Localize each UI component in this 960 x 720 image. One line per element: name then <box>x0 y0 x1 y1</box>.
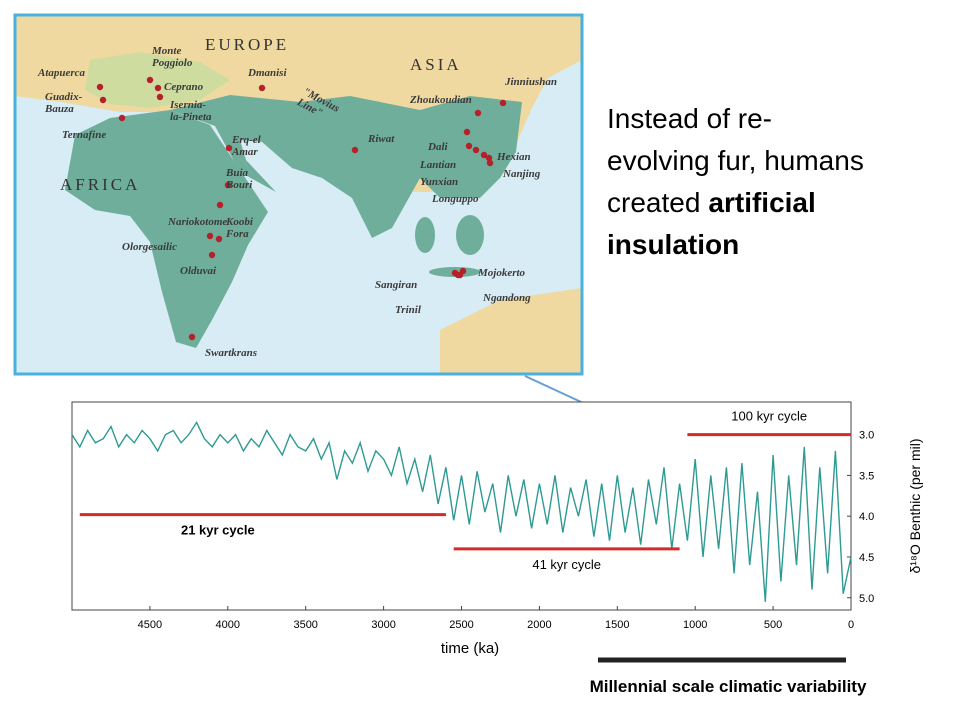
site-dot <box>118 114 126 122</box>
site-dot <box>351 146 359 154</box>
site-label: Koobi <box>225 216 254 228</box>
site-label: Bouri <box>225 179 253 191</box>
y-tick-label: 3.0 <box>859 430 874 442</box>
island <box>456 215 484 255</box>
site-label: Erq-el <box>231 134 262 146</box>
site-label: Zhoukoudian <box>409 94 472 106</box>
y-tick-label: 5.0 <box>859 593 874 605</box>
site-dot <box>99 96 107 104</box>
footnote: Millennial scale climatic variability <box>590 677 867 696</box>
site-dot <box>146 76 154 84</box>
australia <box>440 288 582 374</box>
asia-range <box>170 95 522 238</box>
x-tick-label: 4000 <box>216 619 240 631</box>
site-label: Longuppo <box>431 193 479 205</box>
site-dot <box>258 84 266 92</box>
site-label: Sangiran <box>375 279 417 291</box>
site-dot <box>456 271 464 279</box>
x-tick-label: 2000 <box>527 619 551 631</box>
x-tick-label: 1000 <box>683 619 707 631</box>
plot-frame <box>71 401 852 611</box>
europe-range <box>85 52 230 108</box>
site-label: la-Pineta <box>170 111 212 123</box>
island <box>415 217 435 253</box>
cycle-label: 41 kyr cycle <box>532 557 601 572</box>
site-label: Olorgesailic <box>122 241 177 253</box>
site-dot <box>188 333 196 341</box>
x-axis-label: time (ka) <box>441 640 499 657</box>
site-label: Ngandong <box>482 292 531 304</box>
x-tick-label: 3500 <box>293 619 317 631</box>
x-tick-label: 500 <box>764 619 782 631</box>
x-tick-label: 3000 <box>371 619 395 631</box>
site-label: Nariokotome <box>167 216 227 228</box>
site-label: Dmanisi <box>247 67 287 79</box>
site-label: Atapuerca <box>37 67 86 79</box>
site-label: Bauza <box>44 103 74 115</box>
site-label: Amar <box>231 146 258 158</box>
site-dot <box>224 181 232 189</box>
site-label: Swartkrans <box>205 347 257 359</box>
site-label: Ceprano <box>164 81 204 93</box>
site-label: Lantian <box>419 159 456 171</box>
site-label: Yunxian <box>420 176 458 188</box>
site-dot <box>472 146 480 154</box>
site-label: Poggiolo <box>152 57 193 69</box>
y-tick-label: 3.5 <box>859 470 874 482</box>
y-tick-label: 4.5 <box>859 552 874 564</box>
site-label: Hexian <box>496 151 531 163</box>
site-label: Trinil <box>395 304 422 316</box>
site-dot <box>206 232 214 240</box>
x-tick-label: 0 <box>848 619 854 631</box>
site-label: Dali <box>427 141 449 153</box>
slide-text: created <box>607 187 700 218</box>
x-tick-label: 4500 <box>138 619 162 631</box>
site-label: Jinniushan <box>504 76 557 88</box>
site-dot <box>216 201 224 209</box>
y-axis-label: δ¹⁸O Benthic (per mil) <box>907 438 923 573</box>
site-dot <box>208 251 216 259</box>
site-label: Ternafine <box>62 129 106 141</box>
site-label: Fora <box>225 228 249 240</box>
site-dot <box>474 109 482 117</box>
site-dot <box>485 154 493 162</box>
site-dot <box>486 159 494 167</box>
map-frame <box>13 13 584 376</box>
site-dot <box>215 235 223 243</box>
x-tick-label: 2500 <box>449 619 473 631</box>
site-label: Nanjing <box>502 168 541 180</box>
site-label: Monte <box>151 45 181 57</box>
slide-text-bold: insulation <box>607 229 739 260</box>
map: EUROPEASIAAFRICA"MoviusLine"AtapuercaGua… <box>15 15 582 374</box>
site-label: Olduvai <box>180 265 217 277</box>
site-label: Guadix- <box>45 91 83 103</box>
site-dot <box>96 83 104 91</box>
x-tick-label: 1500 <box>605 619 629 631</box>
slide-text: created artificial <box>607 187 816 218</box>
data-line <box>71 420 852 602</box>
site-label: Isernia- <box>169 99 206 111</box>
site-dot <box>154 84 162 92</box>
africa-range <box>65 110 268 348</box>
slide-text: Instead of re- <box>607 103 772 134</box>
region-label: EUROPE <box>205 35 289 54</box>
region-label: AFRICA <box>60 175 140 194</box>
site-dot <box>463 128 471 136</box>
site-dot <box>465 142 473 150</box>
cycle-label: 100 kyr cycle <box>731 409 807 424</box>
site-dot <box>225 144 233 152</box>
site-label: Buia <box>225 167 249 179</box>
slide-text-bold: artificial <box>708 187 815 218</box>
cycle-label: 21 kyr cycle <box>181 523 255 538</box>
y-tick-label: 4.0 <box>859 511 874 523</box>
site-label: Mojokerto <box>477 267 526 279</box>
site-dot <box>156 93 164 101</box>
site-label: Riwat <box>367 133 395 145</box>
slide-text: evolving fur, humans <box>607 145 864 176</box>
region-label: ASIA <box>410 55 462 74</box>
site-dot <box>499 99 507 107</box>
site-dot <box>480 151 488 159</box>
